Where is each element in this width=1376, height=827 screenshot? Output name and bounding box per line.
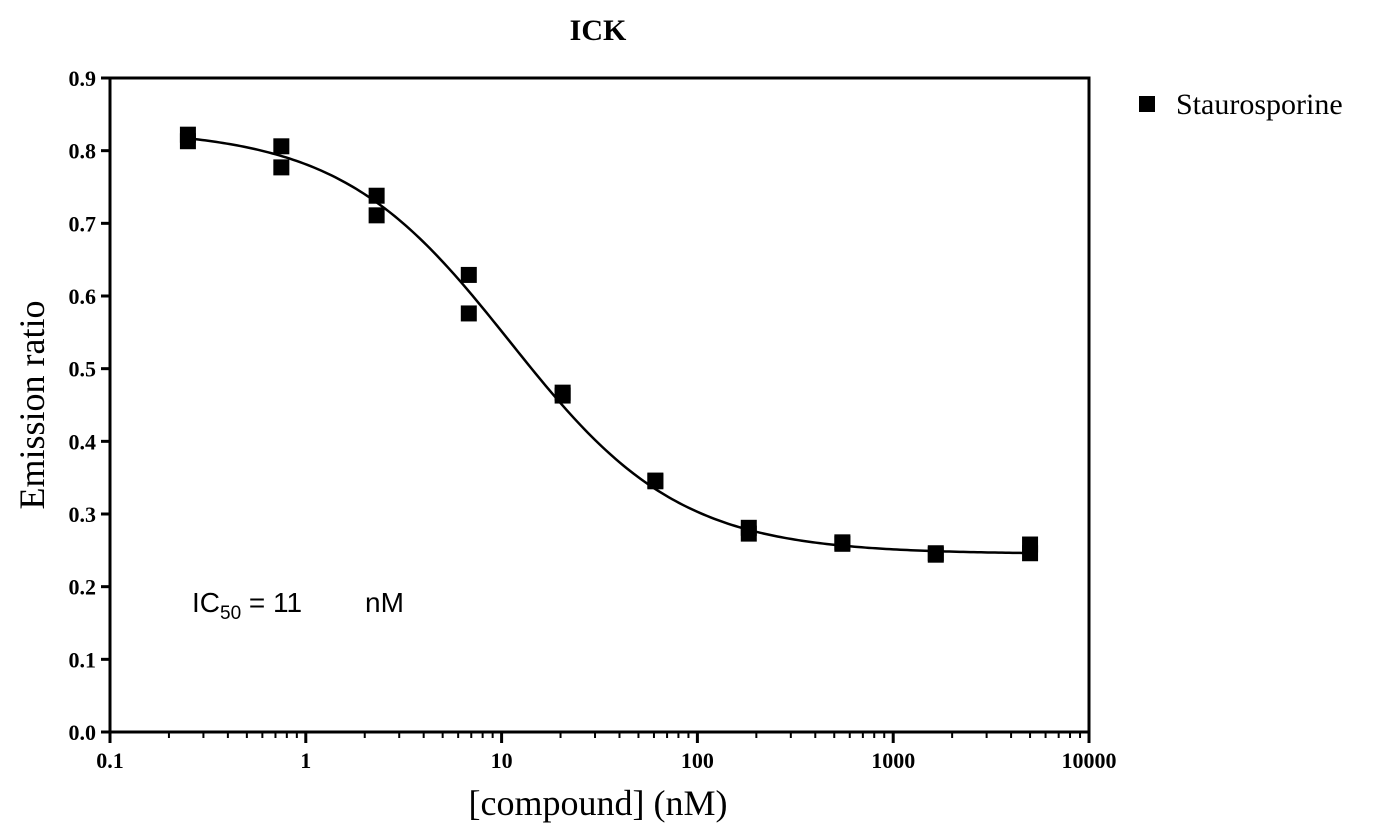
y-tick-label: 0.7 [69,211,97,236]
legend-marker-square [1139,96,1155,112]
x-axis: 0.1 1 10 100 1000 10000 [96,732,1117,773]
y-tick-label: 0.9 [69,66,97,91]
data-point [273,138,290,155]
ic50-subscript: 50 [220,603,241,624]
data-point [179,133,196,150]
x-axis-label: [compound] (nM) [469,783,728,823]
data-point [834,535,851,552]
y-tick-label: 0.1 [69,647,97,672]
x-tick-label: 1 [300,748,311,773]
data-point [273,159,290,176]
x-tick-label: 10000 [1062,748,1117,773]
chart-title: ICK [570,14,627,47]
ic50-annotation: IC50 = 11 [192,587,302,624]
ic50-value: = 11 [241,587,302,618]
x-tick-label: 10 [491,748,513,773]
data-point [554,387,571,404]
data-point [460,305,477,322]
y-tick-label: 0.8 [69,139,97,164]
y-tick-label: 0.3 [69,502,97,527]
data-point [1022,545,1039,562]
y-tick-label: 0.6 [69,284,97,309]
y-tick-label: 0.4 [69,429,97,454]
data-point [647,473,664,490]
data-point [927,546,944,563]
x-tick-label: 1000 [871,748,915,773]
data-point [740,525,757,542]
data-point [460,266,477,283]
y-axis: 0.0 0.1 0.2 0.3 0.4 0.5 0.6 0.7 0.8 0.9 [69,66,110,745]
legend: Staurosporine [1139,88,1343,121]
data-point [368,207,385,224]
y-axis-label: Emission ratio [12,301,52,510]
legend-label-staurosporine: Staurosporine [1176,88,1343,121]
plot-frame-rect [108,76,1091,734]
x-tick-label: 100 [681,748,714,773]
ic50-prefix: IC [192,587,220,618]
x-tick-label: 0.1 [96,748,124,773]
data-points [179,126,1039,563]
ic50-unit: nM [365,587,404,618]
fit-curve [187,137,1031,555]
y-tick-label: 0.5 [69,357,97,382]
data-point [368,187,385,204]
y-tick-label: 0.0 [69,720,97,745]
plot-frame [108,76,1091,734]
y-tick-label: 0.2 [69,575,97,600]
